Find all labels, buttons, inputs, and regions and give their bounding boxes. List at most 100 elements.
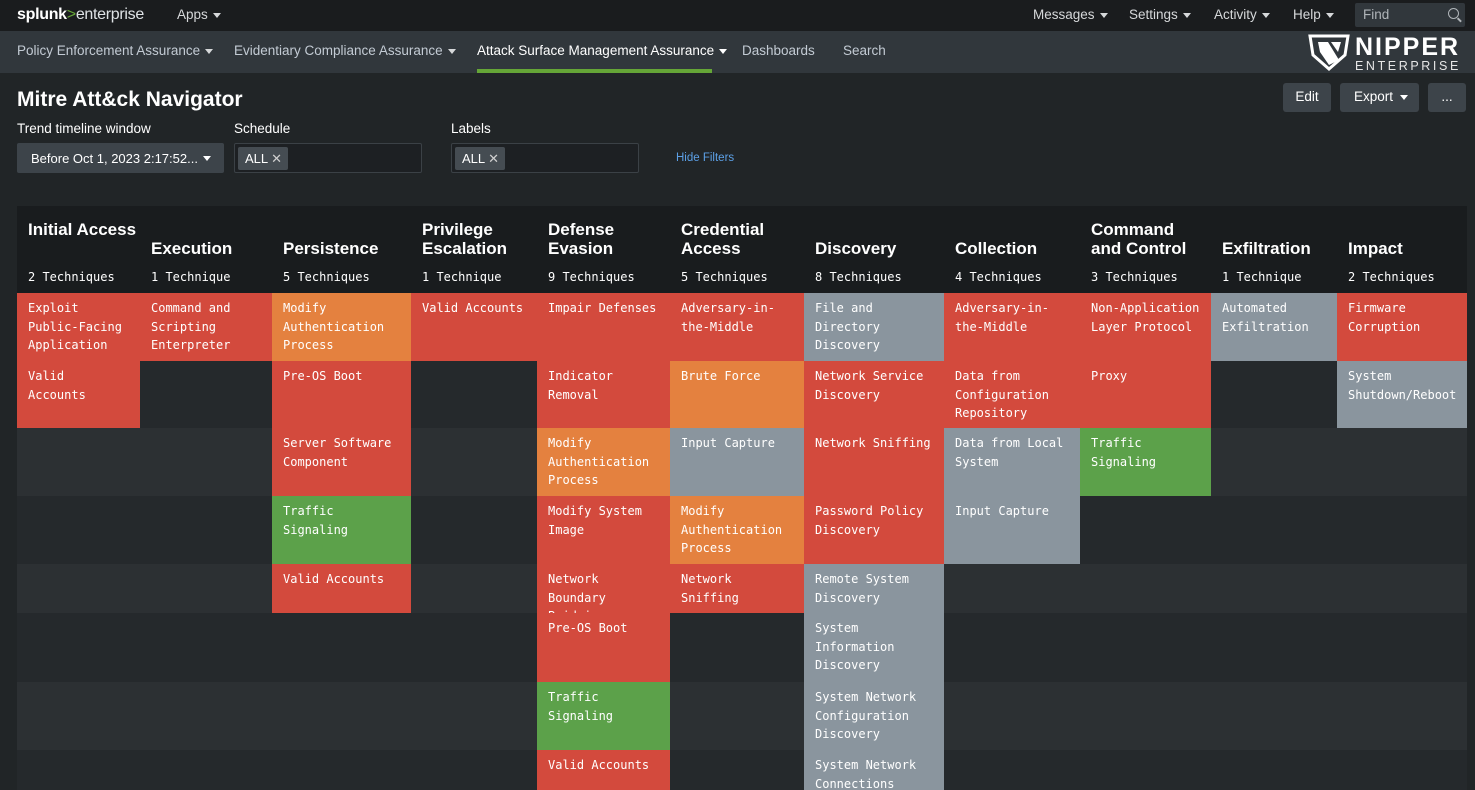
technique-cell-modify-authentication-process[interactable]: Modify Authentication Process	[537, 428, 670, 496]
technique-cell-valid-accounts[interactable]: Valid Accounts	[411, 293, 537, 361]
technique-cell-network-boundary-bridging[interactable]: Network Boundary Bridging	[537, 564, 670, 623]
more-actions-button[interactable]: ...	[1428, 83, 1466, 112]
row-band	[17, 750, 1467, 790]
tactic-header-privilege-escalation: Privilege Escalation 1 Technique	[411, 206, 537, 293]
technique-count: 2 Techniques	[1348, 270, 1435, 284]
chevron-down-icon	[1261, 12, 1270, 18]
find-input[interactable]: Find	[1355, 3, 1465, 27]
technique-cell-brute-force[interactable]: Brute Force	[670, 361, 804, 428]
technique-cell-system-information-discovery[interactable]: System Information Discovery	[804, 613, 944, 682]
technique-cell-automated-exfiltration[interactable]: Automated Exfiltration	[1211, 293, 1337, 361]
activity-menu[interactable]: Activity	[1214, 7, 1270, 22]
tactic-name: Impact	[1348, 239, 1403, 258]
technique-cell-remote-system-discovery[interactable]: Remote System Discovery	[804, 564, 944, 613]
technique-cell-data-from-local-system[interactable]: Data from Local System	[944, 428, 1080, 496]
chevron-down-icon	[1400, 94, 1409, 100]
hide-filters-link[interactable]: Hide Filters	[676, 152, 735, 164]
tactic-header-exfiltration: Exfiltration 1 Technique	[1211, 206, 1337, 293]
technique-cell-pre-os-boot[interactable]: Pre-OS Boot	[537, 613, 670, 682]
trend-window-label: Trend timeline window	[17, 121, 151, 136]
technique-cell-indicator-removal[interactable]: Indicator Removal	[537, 361, 670, 428]
tactic-header-execution: Execution 1 Technique	[140, 206, 272, 293]
nav-policy-enforcement[interactable]: Policy Enforcement Assurance	[17, 43, 214, 58]
tactic-header-persistence: Persistence 5 Techniques	[272, 206, 411, 293]
technique-cell-input-capture[interactable]: Input Capture	[944, 496, 1080, 564]
technique-cell-password-policy-discovery[interactable]: Password Policy Discovery	[804, 496, 944, 564]
nav-dashboards[interactable]: Dashboards	[742, 43, 815, 58]
export-button[interactable]: Export	[1340, 83, 1419, 112]
nav-search[interactable]: Search	[843, 43, 886, 58]
schedule-multiselect[interactable]: ALL ✕	[234, 143, 422, 173]
technique-cell-valid-accounts[interactable]: Valid Accounts	[537, 750, 670, 790]
shield-icon	[1308, 34, 1350, 71]
search-icon[interactable]	[1448, 8, 1459, 19]
help-menu[interactable]: Help	[1293, 7, 1334, 22]
edit-button[interactable]: Edit	[1283, 83, 1331, 112]
labels-token: ALL ✕	[455, 147, 505, 170]
technique-count: 5 Techniques	[681, 270, 768, 284]
technique-cell-adversary-in-the-middle[interactable]: Adversary-in-the-Middle	[944, 293, 1080, 361]
labels-label: Labels	[451, 121, 491, 136]
page-title: Mitre Att&ck Navigator	[17, 88, 243, 111]
technique-cell-server-software-component[interactable]: Server Software Component	[272, 428, 411, 496]
technique-count: 8 Techniques	[815, 270, 902, 284]
technique-cell-exploit-public-facing-application[interactable]: Exploit Public-Facing Application	[17, 293, 140, 361]
technique-cell-valid-accounts[interactable]: Valid Accounts	[272, 564, 411, 613]
labels-multiselect[interactable]: ALL ✕	[451, 143, 639, 173]
tactic-name: Collection	[955, 239, 1038, 258]
nav-attack-surface-management[interactable]: Attack Surface Management Assurance	[477, 43, 728, 58]
technique-cell-system-network-configuration-discovery[interactable]: System Network Configuration Discovery	[804, 682, 944, 750]
messages-menu[interactable]: Messages	[1033, 7, 1108, 22]
technique-count: 1 Technique	[422, 270, 502, 284]
tactic-name: Persistence	[283, 239, 379, 258]
tactic-name: Defense Evasion	[548, 220, 615, 258]
splunk-logo[interactable]: splunk>enterprise	[17, 6, 144, 23]
technique-cell-modify-system-image[interactable]: Modify System Image	[537, 496, 670, 564]
remove-token-icon[interactable]: ✕	[271, 151, 282, 166]
remove-token-icon[interactable]: ✕	[488, 151, 499, 166]
tactic-name: Initial Access	[28, 220, 137, 239]
technique-cell-traffic-signaling[interactable]: Traffic Signaling	[272, 496, 411, 564]
tactic-name: Command and Control	[1091, 220, 1187, 258]
technique-cell-network-sniffing[interactable]: Network Sniffing	[804, 428, 944, 496]
tactic-name: Privilege Escalation	[422, 220, 508, 258]
technique-cell-valid-accounts[interactable]: Valid Accounts	[17, 361, 140, 428]
technique-cell-network-sniffing[interactable]: Network Sniffing	[670, 564, 804, 613]
chevron-down-icon	[203, 156, 211, 161]
technique-count: 9 Techniques	[548, 270, 635, 284]
technique-cell-proxy[interactable]: Proxy	[1080, 361, 1211, 428]
technique-cell-traffic-signaling[interactable]: Traffic Signaling	[1080, 428, 1211, 496]
technique-cell-file-and-directory-discovery[interactable]: File and Directory Discovery	[804, 293, 944, 361]
technique-cell-system-shutdown-reboot[interactable]: System Shutdown/Reboot	[1337, 361, 1467, 428]
technique-cell-traffic-signaling[interactable]: Traffic Signaling	[537, 682, 670, 750]
nav-evidentiary-compliance[interactable]: Evidentiary Compliance Assurance	[234, 43, 456, 58]
technique-cell-adversary-in-the-middle[interactable]: Adversary-in-the-Middle	[670, 293, 804, 361]
tactic-header-defense-evasion: Defense Evasion 9 Techniques	[537, 206, 670, 293]
technique-cell-data-from-configuration-repository[interactable]: Data from Configuration Repository	[944, 361, 1080, 428]
technique-cell-command-and-scripting-enterpreter[interactable]: Command and Scripting Enterpreter	[140, 293, 272, 361]
tactic-header-impact: Impact 2 Techniques	[1337, 206, 1467, 293]
tactic-name: Credential Access	[681, 220, 765, 258]
tactic-name: Exfiltration	[1222, 239, 1311, 258]
top-bar: splunk>enterprise Apps Messages Settings…	[0, 0, 1475, 31]
tactic-name: Discovery	[815, 239, 897, 258]
schedule-token: ALL ✕	[238, 147, 288, 170]
tactic-header-command-and-control: Command and Control 3 Techniques	[1080, 206, 1211, 293]
apps-menu[interactable]: Apps	[177, 7, 221, 22]
technique-count: 1 Technique	[1222, 270, 1302, 284]
technique-cell-pre-os-boot[interactable]: Pre-OS Boot	[272, 361, 411, 428]
technique-cell-non-application-layer-protocol[interactable]: Non-Application Layer Protocol	[1080, 293, 1211, 361]
app-nav-bar	[0, 31, 1475, 73]
technique-cell-impair-defenses[interactable]: Impair Defenses	[537, 293, 670, 361]
technique-cell-modify-authentication-process[interactable]: Modify Authentication Process	[272, 293, 411, 361]
settings-menu[interactable]: Settings	[1129, 7, 1191, 22]
technique-cell-firmware-corruption[interactable]: Firmware Corruption	[1337, 293, 1467, 361]
chevron-down-icon	[212, 12, 221, 18]
technique-cell-input-capture[interactable]: Input Capture	[670, 428, 804, 496]
technique-cell-system-network-connections[interactable]: System Network Connections	[804, 750, 944, 790]
tactic-name: Execution	[151, 239, 233, 258]
trend-window-dropdown[interactable]: Before Oct 1, 2023 2:17:52...	[17, 143, 224, 173]
technique-cell-network-service-discovery[interactable]: Network Service Discovery	[804, 361, 944, 428]
chevron-down-icon	[1099, 12, 1108, 18]
technique-cell-modify-authentication-process[interactable]: Modify Authentication Process	[670, 496, 804, 564]
